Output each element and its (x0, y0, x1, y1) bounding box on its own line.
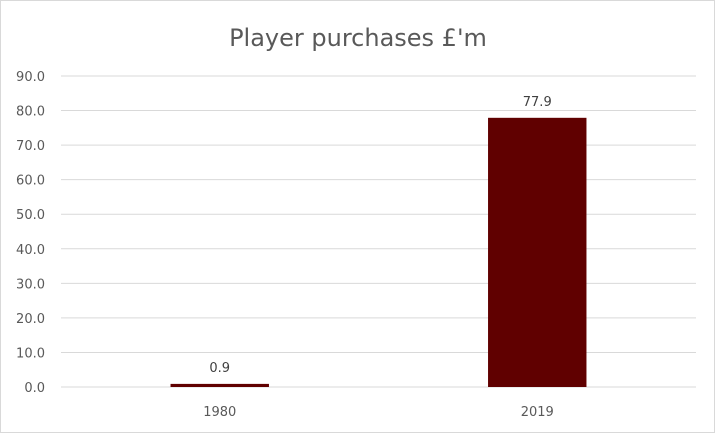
y-tick-label: 20.0 (16, 312, 45, 327)
gridlines (61, 75, 696, 388)
x-tick-label-2019: 2019 (521, 405, 554, 420)
x-axis-tick-labels: 1980 2019 (203, 405, 554, 420)
y-tick-label: 90.0 (16, 70, 45, 85)
y-tick-label: 60.0 (16, 174, 45, 189)
y-tick-label: 0.0 (24, 381, 45, 396)
y-tick-label: 10.0 (16, 346, 45, 361)
y-axis-tick-labels: 0.0 10.0 20.0 30.0 40.0 50.0 60.0 70.0 80.0 90.0 (16, 70, 45, 396)
data-label-1980: 0.9 (209, 361, 230, 376)
bar-1980 (170, 383, 269, 387)
x-tick-label-1980: 1980 (203, 405, 236, 420)
chart-title: Player purchases £'m (229, 24, 487, 52)
bar-2019 (488, 117, 587, 387)
bars (170, 117, 587, 387)
y-tick-label: 30.0 (16, 277, 45, 292)
data-labels: 0.9 77.9 (209, 95, 551, 376)
y-tick-label: 80.0 (16, 105, 45, 120)
y-tick-label: 40.0 (16, 243, 45, 258)
data-label-2019: 77.9 (523, 95, 552, 110)
y-tick-label: 70.0 (16, 139, 45, 154)
y-tick-label: 50.0 (16, 208, 45, 223)
